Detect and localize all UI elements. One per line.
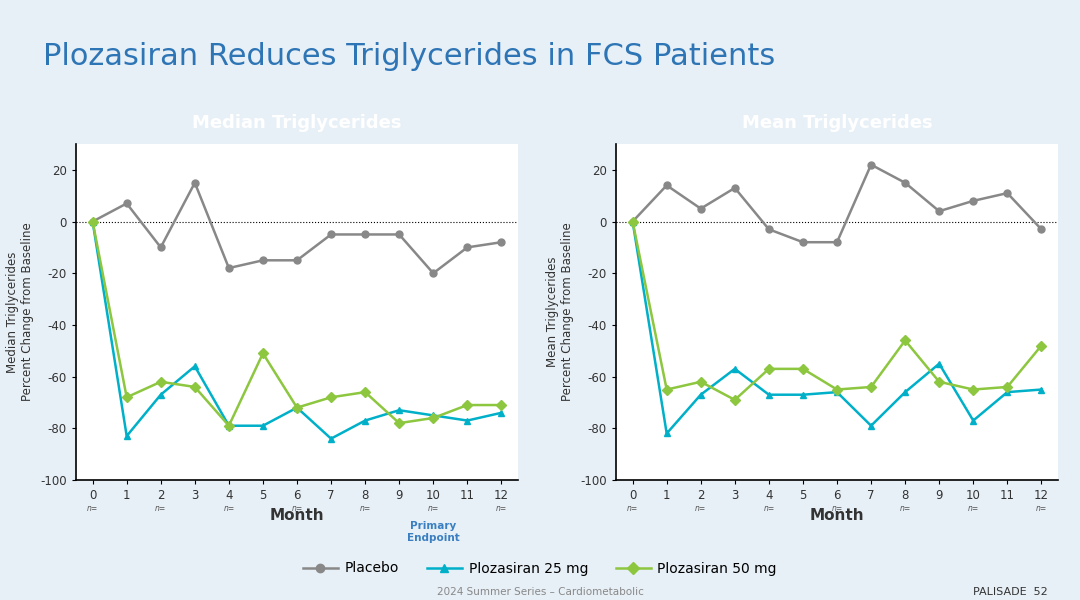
Text: Primary
Endpoint: Primary Endpoint (407, 521, 460, 543)
Y-axis label: Median Triglycerides
Percent Change from Baseline: Median Triglycerides Percent Change from… (6, 223, 35, 401)
Text: n=: n= (360, 503, 370, 512)
Y-axis label: Mean Triglycerides
Percent Change from Baseline: Mean Triglycerides Percent Change from B… (546, 223, 575, 401)
Text: n=: n= (627, 503, 638, 512)
Text: Mean Triglycerides: Mean Triglycerides (742, 114, 932, 132)
Text: 2024 Summer Series – Cardiometabolic: 2024 Summer Series – Cardiometabolic (436, 587, 644, 597)
Text: n=: n= (764, 503, 774, 512)
Text: n=: n= (900, 503, 910, 512)
Text: Plozasiran Reduces Triglycerides in FCS Patients: Plozasiran Reduces Triglycerides in FCS … (43, 42, 775, 71)
Text: n=: n= (696, 503, 706, 512)
Legend: Placebo, Plozasiran 25 mg, Plozasiran 50 mg: Placebo, Plozasiran 25 mg, Plozasiran 50… (297, 556, 783, 581)
Text: n=: n= (1036, 503, 1047, 512)
Text: n=: n= (156, 503, 166, 512)
Text: n=: n= (428, 503, 438, 512)
Text: n=: n= (224, 503, 234, 512)
Text: n=: n= (832, 503, 842, 512)
X-axis label: Month: Month (270, 508, 324, 523)
Text: PALISADE  52: PALISADE 52 (973, 587, 1048, 597)
Text: n=: n= (87, 503, 98, 512)
Text: n=: n= (968, 503, 978, 512)
Text: n=: n= (292, 503, 302, 512)
X-axis label: Month: Month (810, 508, 864, 523)
Text: Median Triglycerides: Median Triglycerides (192, 114, 402, 132)
Text: n=: n= (496, 503, 507, 512)
